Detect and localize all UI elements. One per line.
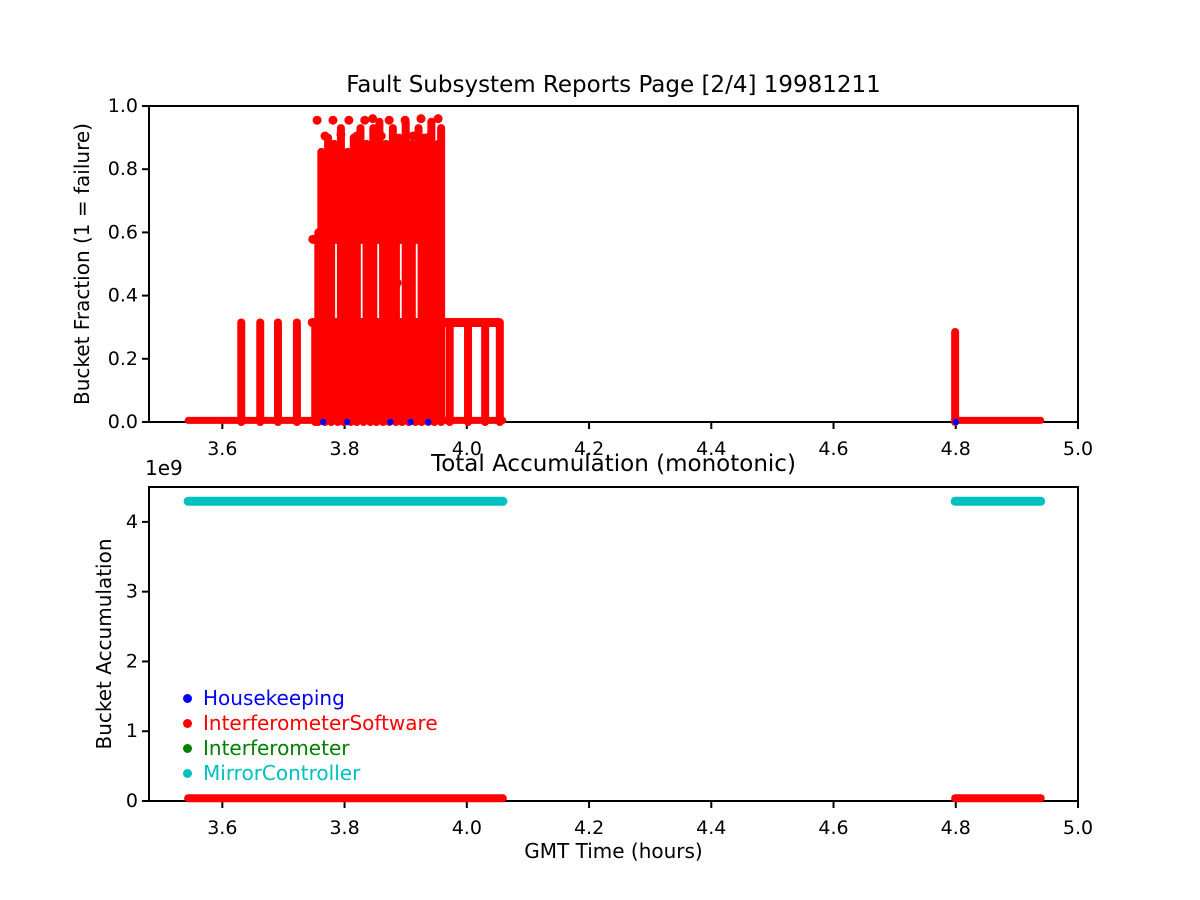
x-tick-label: 3.8 [329,817,359,839]
x-tick-label: 5.0 [1063,438,1093,460]
legend: Housekeeping InterferometerSoftware Inte… [183,686,438,786]
y-axis-offset-text: 1e9 [145,456,183,480]
series-Housekeeping-dot [952,418,959,426]
legend-label-interferometer-software: InterferometerSoftware [203,711,438,735]
legend-item-interferometer-software: InterferometerSoftware [183,711,438,736]
x-tick-label: 4.8 [941,817,971,839]
series-InterferometerSoftware-dot [384,115,394,125]
y-tick-label: 0 [126,790,138,812]
series-InterferometerSoftware-dot [416,114,426,124]
series-Housekeeping-dot [407,418,414,426]
y-tick-label: 2 [126,650,138,672]
legend-item-mirror-controller: MirrorController [183,761,438,786]
legend-marker-interferometer-software [183,719,192,728]
x-tick-label: 5.0 [1063,817,1093,839]
y-tick-label: 0.2 [108,348,138,370]
series-InterferometerSoftware-dot [425,131,435,141]
x-tick-label: 4.0 [452,817,482,839]
x-tick-label: 3.6 [207,817,237,839]
series-InterferometerSoftware-dot [328,115,338,125]
series-InterferometerSoftware-dot [392,278,402,288]
series-InterferometerSoftware-dot [433,114,443,124]
legend-marker-mirror-controller [183,769,192,778]
y-tick-label: 1.0 [108,95,138,117]
x-tick-label: 4.2 [574,438,604,460]
series-InterferometerSoftware-dot [408,131,418,141]
series-InterferometerSoftware-dot [320,131,330,141]
top-y-axis-label: Bucket Fraction (1 = failure) [70,123,94,405]
y-tick-label: 1 [126,720,138,742]
series-Housekeeping-dot [425,418,432,426]
legend-label-mirror-controller: MirrorController [203,761,361,785]
y-tick-label: 0.0 [108,411,138,433]
axes-frame-0 [148,105,1079,423]
bottom-y-axis-label: Bucket Accumulation [92,538,116,750]
series-InterferometerSoftware-dot [344,115,354,125]
series-Housekeeping-dot [343,418,351,426]
x-tick-label: 4.2 [574,817,604,839]
legend-item-housekeeping: Housekeeping [183,686,438,711]
legend-item-interferometer: Interferometer [183,736,438,761]
bottom-chart-title: Total Accumulation (monotonic) [431,451,796,477]
series-InterferometerSoftware-dot [352,131,362,141]
series-InterferometerSoftware-dot [336,129,346,139]
x-tick-label: 3.6 [207,438,237,460]
series-InterferometerSoftware-dot [368,114,378,124]
series-InterferometerSoftware-dot [376,131,386,141]
x-tick-label: 4.4 [696,438,726,460]
series-InterferometerSoftware-dot [312,115,322,125]
legend-label-interferometer: Interferometer [203,736,350,760]
y-tick-label: 0.4 [108,285,138,307]
x-tick-label: 4.8 [941,438,971,460]
series-Housekeeping-dot [319,418,327,426]
y-tick-label: 0.8 [108,158,138,180]
series-Housekeeping-dot [387,418,394,426]
legend-marker-housekeeping [183,694,192,703]
x-tick-label: 4.6 [818,817,848,839]
y-tick-label: 0.6 [108,221,138,243]
y-tick-label: 3 [126,581,138,603]
y-tick-label: 4 [126,511,138,533]
x-tick-label: 3.8 [329,438,359,460]
x-tick-label: 4.6 [818,438,848,460]
series-InterferometerSoftware-dot [400,115,410,125]
x-tick-label: 4.4 [696,817,726,839]
axes-frame-1 [148,486,1079,802]
top-chart-title: Fault Subsystem Reports Page [2/4] 19981… [346,72,881,98]
x-axis-label: GMT Time (hours) [524,839,703,863]
series-InterferometerSoftware-dot [360,115,370,125]
legend-label-housekeeping: Housekeeping [203,686,345,710]
legend-marker-interferometer [183,744,192,753]
x-tick-label: 4.0 [452,438,482,460]
